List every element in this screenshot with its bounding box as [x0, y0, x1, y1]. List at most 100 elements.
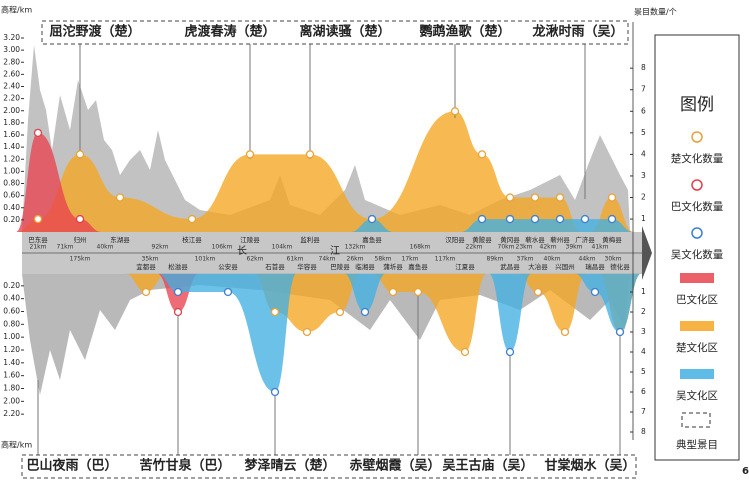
count-marker	[173, 287, 183, 297]
count-marker	[505, 214, 515, 224]
distance-label: 30km	[605, 256, 622, 263]
y-tick-label: 1.80	[3, 118, 20, 127]
distance-label: 21km	[30, 244, 47, 251]
county-label: 蕲水县	[525, 235, 545, 244]
county-label: 石首县	[265, 262, 285, 271]
legend-marker	[691, 227, 703, 239]
distance-label: 37km	[517, 256, 534, 263]
y2-tick-label: 2	[641, 193, 646, 202]
distance-label: 39km	[566, 244, 583, 251]
scene-title: 甘棠烟水（吴）	[544, 458, 635, 474]
y2-tick-label: 4	[641, 149, 646, 158]
y2-tick-label: 4	[641, 347, 646, 356]
distance-label: 41km	[592, 244, 609, 251]
y2-tick-label: 7	[641, 85, 646, 94]
y2-tick-label: 1	[641, 287, 646, 296]
county-label: 巴陵县	[330, 262, 350, 271]
count-marker	[270, 387, 280, 397]
distance-label: 117km	[435, 256, 456, 263]
legend-label: 吴文化区	[676, 389, 718, 402]
count-marker	[450, 107, 460, 116]
y-tick-label: 0.20	[3, 281, 20, 290]
scene-title: 屈沱野渡（楚）	[49, 24, 140, 40]
culture-area	[16, 111, 634, 232]
county-label: 监利县	[300, 235, 320, 244]
county-label: 华容县	[297, 262, 317, 271]
count-marker	[75, 150, 85, 159]
scene-title: 离湖读骚（楚）	[299, 24, 390, 40]
distance-label: 26km	[347, 256, 364, 263]
county-label: 嘉鱼县	[362, 235, 382, 244]
culture-area	[350, 219, 634, 232]
county-label: 广济县	[575, 235, 595, 244]
distance-label: 35km	[142, 256, 159, 263]
y-tick-label: 1.00	[3, 332, 20, 341]
distance-label: 106km	[212, 244, 233, 251]
page-number: 6	[742, 466, 749, 477]
county-label: 临湘县	[355, 262, 375, 271]
count-marker	[555, 193, 565, 202]
y2-tick-label: 3	[641, 171, 646, 180]
y-tick-label: 0.80	[3, 319, 20, 328]
y2-tick-label: 1	[641, 214, 646, 223]
count-marker	[270, 307, 280, 317]
count-marker	[413, 287, 423, 297]
county-label: 汉阳县	[445, 235, 465, 244]
y-tick-label: 0.40	[3, 294, 20, 303]
areas	[16, 111, 642, 392]
y-tick-label: 0.40	[3, 203, 20, 212]
count-marker	[245, 150, 255, 159]
count-marker	[505, 193, 515, 202]
distance-label: 101km	[195, 256, 216, 263]
y2-tick-label: 5	[641, 367, 646, 376]
count-marker	[367, 214, 377, 224]
y2-axis-title: 景目数量/个	[634, 7, 677, 17]
count-marker	[505, 347, 515, 357]
terrain-upper	[22, 45, 630, 232]
county-label: 黄冈县	[500, 235, 520, 244]
distance-label: 58km	[375, 256, 392, 263]
y-tick-label: 1.20	[3, 154, 20, 163]
y2-tick-label: 8	[641, 427, 646, 436]
count-marker	[187, 214, 197, 224]
count-marker	[477, 214, 487, 224]
y-tick-label: 0.80	[3, 179, 20, 188]
county-label: 江陵县	[240, 235, 260, 244]
county-label: 德化县	[610, 262, 630, 271]
distance-label: 175km	[70, 256, 91, 263]
count-marker	[607, 193, 617, 202]
distance-label: 40km	[97, 244, 114, 251]
county-label: 嘉鱼县	[408, 262, 428, 271]
county-label: 瑞昌县	[585, 262, 605, 271]
y2-tick-label: 8	[641, 63, 646, 72]
count-marker	[302, 327, 312, 337]
count-marker	[75, 214, 85, 224]
distance-label: 74km	[319, 256, 336, 263]
y-tick-label: 1.80	[3, 384, 20, 393]
count-marker	[530, 214, 540, 224]
legend-swatch	[680, 321, 714, 331]
distance-label: 89km	[487, 256, 504, 263]
count-marker	[555, 214, 565, 224]
y-tick-label: 3.20	[3, 33, 20, 42]
county-label: 枝江县	[182, 235, 202, 244]
county-label: 松滋县	[168, 262, 188, 271]
count-marker	[530, 193, 540, 202]
y2-tick-label: 6	[641, 106, 646, 115]
county-label: 蕲州县	[550, 235, 570, 244]
distance-label: 71km	[57, 244, 74, 251]
distance-label: 92km	[152, 244, 169, 251]
scene-title: 虎渡春涛（楚）	[184, 24, 275, 40]
river-name: 长	[237, 245, 247, 257]
y-tick-label: 2.20	[3, 409, 20, 418]
count-marker	[477, 150, 487, 159]
count-marker	[33, 214, 43, 224]
y-tick-label: 3.00	[3, 45, 20, 54]
y-tick-label: 1.40	[3, 358, 20, 367]
distance-label: 42km	[540, 244, 557, 251]
county-label: 兴国州	[555, 262, 575, 271]
legend-title: 图例	[680, 95, 714, 115]
scene-guides	[37, 44, 621, 455]
distance-label: 40km	[544, 256, 561, 263]
